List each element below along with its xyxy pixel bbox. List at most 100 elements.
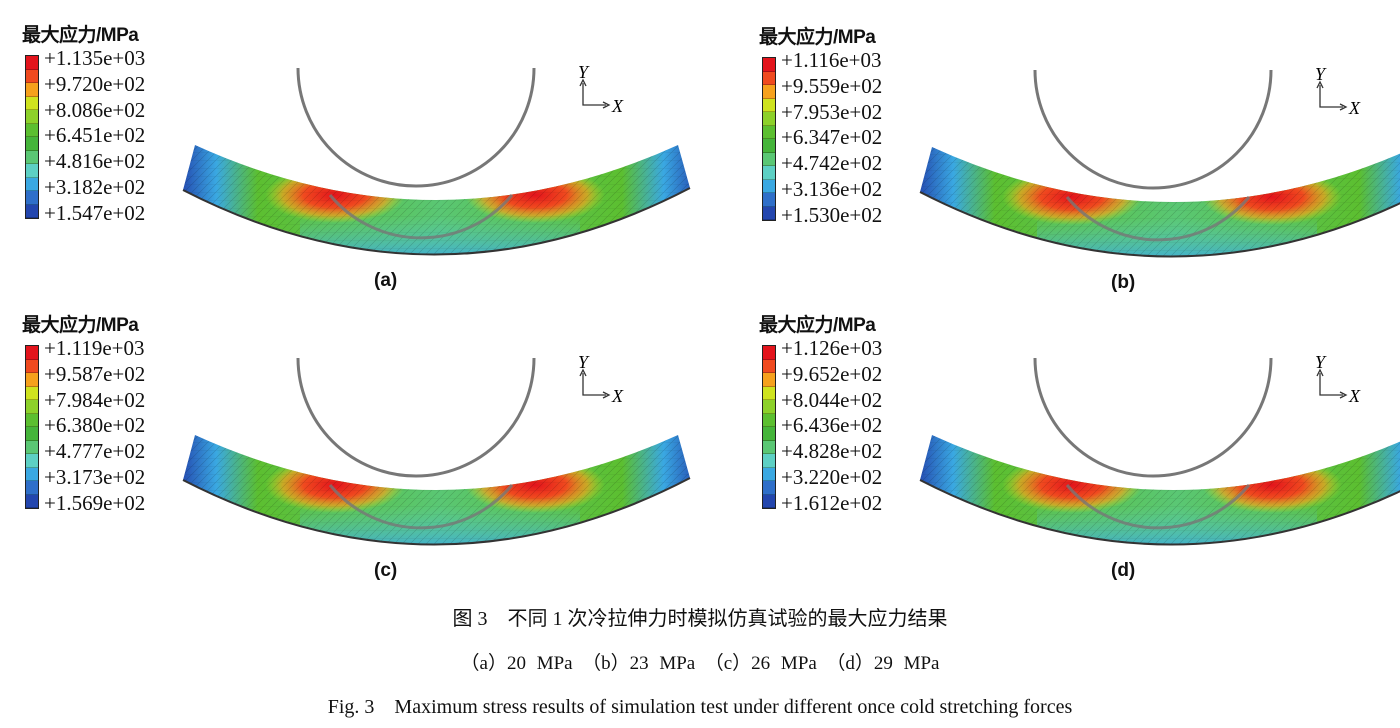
stress-contour-plot: Y X bbox=[919, 352, 1400, 546]
panel-label: (b) bbox=[1111, 272, 1136, 293]
legend-values: +1.135e+03 +9.720e+02 +8.086e+02 +6.451e+02… bbox=[44, 46, 145, 227]
legend-color-band bbox=[26, 123, 38, 137]
legend-color-band bbox=[763, 359, 775, 373]
legend-color-band bbox=[763, 139, 775, 153]
x-axis-label: X bbox=[1348, 386, 1361, 406]
legend-value: +7.953e+02 bbox=[781, 99, 883, 124]
legend-value: +4.828e+02 bbox=[781, 439, 883, 464]
y-axis-label: Y bbox=[1315, 352, 1327, 372]
beam-stress-field bbox=[920, 147, 1400, 257]
legend-color-band bbox=[763, 112, 775, 126]
legend-color-band bbox=[26, 346, 38, 360]
legend-value: +9.720e+02 bbox=[44, 71, 146, 96]
legend-color-band bbox=[763, 125, 775, 139]
legend-color-band bbox=[763, 58, 775, 72]
legend-color-band bbox=[763, 440, 775, 454]
coordinate-axes-icon bbox=[1316, 80, 1348, 111]
circle-die-arc bbox=[296, 67, 536, 188]
coordinate-axes-icon bbox=[579, 368, 611, 399]
legend-title: 最大应力/MPa bbox=[22, 25, 139, 46]
legend-value: +9.559e+02 bbox=[781, 73, 883, 98]
legend-value: +6.451e+02 bbox=[44, 123, 146, 148]
legend-value: +3.173e+02 bbox=[44, 464, 146, 489]
legend-color-band bbox=[26, 96, 38, 110]
legend-value: +1.135e+03 bbox=[44, 46, 146, 70]
legend-color-band bbox=[26, 137, 38, 151]
legend-value: +1.612e+02 bbox=[781, 490, 883, 515]
legend-color-band bbox=[26, 69, 38, 83]
legend-color-band bbox=[763, 85, 775, 99]
legend-color-band bbox=[763, 71, 775, 85]
legend-value: +6.347e+02 bbox=[781, 125, 883, 150]
legend-color-band bbox=[26, 494, 38, 508]
legend-value: +1.126e+03 bbox=[781, 336, 883, 360]
legend-value: +1.116e+03 bbox=[781, 48, 882, 72]
legend-color-bar bbox=[762, 57, 776, 221]
legend-color-band bbox=[763, 346, 775, 360]
stress-contour-plot: Y X bbox=[182, 62, 691, 256]
legend-color-band bbox=[26, 481, 38, 495]
panel-b: Y X 最大应力/MPa +1.116e+03 +9.559e+02 +7.953e… bbox=[737, 2, 1400, 293]
legend-values: +1.119e+03 +9.587e+02 +7.984e+02 +6.380e+02… bbox=[44, 336, 145, 517]
legend-color-band bbox=[763, 467, 775, 481]
legend-color-bar bbox=[762, 345, 776, 509]
figure-caption-subpanels: （a）20 MPa （b）23 MPa （c）26 MPa （d）29 MPa bbox=[460, 653, 940, 674]
legend-values: +1.126e+03 +9.652e+02 +8.044e+02 +6.436e+02… bbox=[781, 336, 882, 517]
legend-value: +4.742e+02 bbox=[781, 151, 883, 176]
legend-value: +9.652e+02 bbox=[781, 361, 883, 386]
legend-color-band bbox=[26, 177, 38, 191]
legend-value: +4.777e+02 bbox=[44, 439, 146, 464]
legend-color-band bbox=[26, 204, 38, 218]
legend-color-band bbox=[26, 400, 38, 414]
circle-die-arc bbox=[296, 357, 536, 478]
circle-die-arc bbox=[1033, 357, 1273, 478]
panel-label: (a) bbox=[374, 270, 398, 291]
legend-color-band bbox=[26, 83, 38, 97]
legend-color-bar bbox=[25, 345, 39, 509]
legend-color-band bbox=[763, 427, 775, 441]
legend-color-band bbox=[26, 373, 38, 387]
legend-color-band bbox=[763, 373, 775, 387]
legend-color-band bbox=[763, 413, 775, 427]
y-axis-label: Y bbox=[1315, 64, 1327, 84]
beam-stress-field bbox=[183, 145, 690, 255]
legend-color-band bbox=[26, 386, 38, 400]
legend-value: +1.119e+03 bbox=[44, 336, 145, 360]
legend-value: +3.182e+02 bbox=[44, 174, 146, 199]
legend-color-band bbox=[763, 166, 775, 180]
legend-color-band bbox=[26, 110, 38, 124]
y-axis-label: Y bbox=[578, 62, 590, 82]
legend-color-band bbox=[26, 164, 38, 178]
legend-value: +1.547e+02 bbox=[44, 200, 146, 225]
legend-color-band bbox=[763, 494, 775, 508]
legend-title: 最大应力/MPa bbox=[759, 315, 876, 336]
legend-color-band bbox=[763, 179, 775, 193]
legend-color-band bbox=[26, 440, 38, 454]
legend-value: +1.530e+02 bbox=[781, 202, 883, 227]
legend-color-band bbox=[26, 427, 38, 441]
circle-die-front-arc bbox=[328, 194, 514, 240]
circle-die-arc bbox=[1033, 69, 1273, 190]
legend-value: +3.220e+02 bbox=[781, 464, 883, 489]
figure-caption-chinese: 图 3 不同 1 次冷拉伸力时模拟仿真试验的最大应力结果 bbox=[452, 608, 948, 630]
coordinate-axes-icon bbox=[579, 78, 611, 109]
stress-contour-plot: Y X bbox=[182, 352, 691, 546]
panel-label: (d) bbox=[1111, 560, 1136, 581]
legend-color-band bbox=[763, 400, 775, 414]
legend-title: 最大应力/MPa bbox=[759, 27, 876, 48]
legend-value: +4.816e+02 bbox=[44, 149, 146, 174]
legend-color-band bbox=[763, 152, 775, 166]
panel-a: Y X 最大应力/MPa +1.135e+03 +9.720e+02 +8.086e… bbox=[0, 0, 700, 291]
panel-c: Y X 最大应力/MPa +1.119e+03 +9.587e+02 +7.984e… bbox=[0, 290, 700, 581]
legend-color-band bbox=[763, 193, 775, 207]
panel-d: Y X 最大应力/MPa +1.126e+03 +9.652e+02 +8.044e… bbox=[737, 290, 1400, 581]
x-axis-label: X bbox=[611, 386, 624, 406]
legend-value: +8.044e+02 bbox=[781, 387, 883, 412]
beam-stress-field bbox=[183, 435, 690, 545]
legend-value: +6.436e+02 bbox=[781, 413, 883, 438]
beam-stress-field bbox=[920, 435, 1400, 545]
legend-color-band bbox=[26, 150, 38, 164]
figure-caption-english: Fig. 3 Maximum stress results of simulat… bbox=[327, 696, 1073, 718]
legend-title: 最大应力/MPa bbox=[22, 315, 139, 336]
panel-label: (c) bbox=[374, 560, 398, 581]
